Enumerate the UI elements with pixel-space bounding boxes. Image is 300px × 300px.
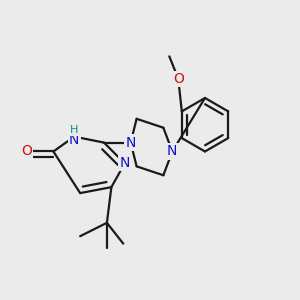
Text: N: N xyxy=(125,136,136,150)
Text: O: O xyxy=(173,72,184,86)
Text: N: N xyxy=(69,133,80,147)
Text: N: N xyxy=(119,156,130,170)
Text: N: N xyxy=(167,145,178,158)
Text: H: H xyxy=(70,125,78,135)
Text: O: O xyxy=(21,145,32,158)
